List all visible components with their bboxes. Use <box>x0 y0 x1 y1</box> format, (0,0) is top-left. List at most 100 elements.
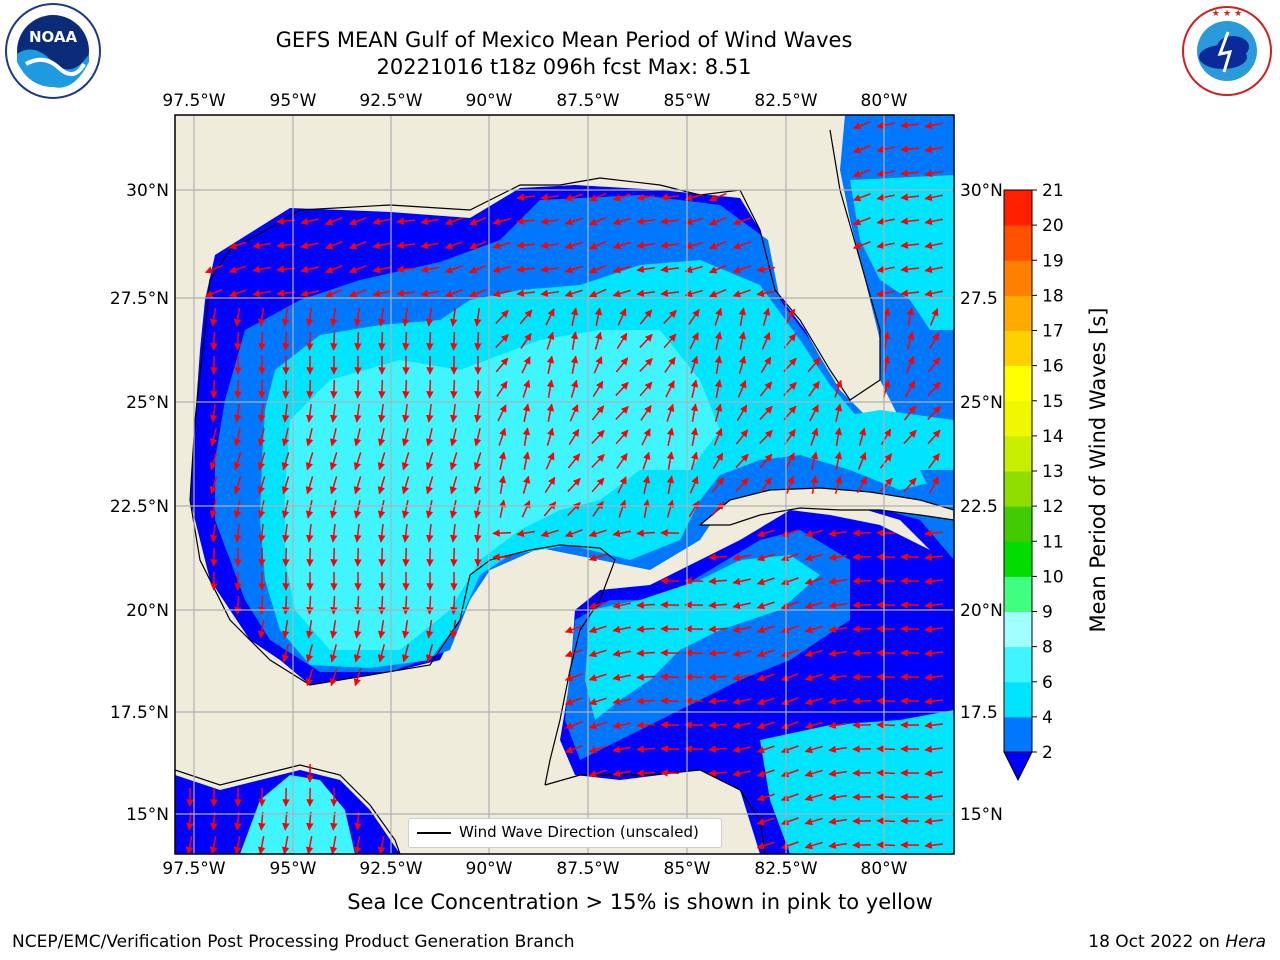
wind-wave-arrow <box>282 379 290 399</box>
wind-wave-arrow <box>257 452 266 471</box>
wind-wave-arrow <box>444 265 463 274</box>
wind-wave-arrow <box>834 403 843 422</box>
wind-wave-arrow <box>329 476 338 495</box>
wind-wave-arrow <box>714 331 723 350</box>
colorbar-segment <box>1004 225 1032 261</box>
wind-wave-arrow <box>732 697 751 706</box>
wind-wave-arrow <box>780 745 799 754</box>
wind-wave-arrow <box>924 625 944 633</box>
wind-wave-arrow <box>711 477 725 493</box>
wind-wave-arrow <box>612 529 631 538</box>
wind-wave-arrow <box>760 477 772 493</box>
wind-wave-arrow <box>426 331 434 351</box>
wind-wave-arrow <box>756 649 775 658</box>
wind-wave-arrow <box>666 427 675 446</box>
wind-wave-arrow <box>396 289 416 297</box>
wind-wave-arrow <box>735 453 749 469</box>
wind-wave-arrow <box>756 841 775 850</box>
wind-wave-arrow <box>353 668 362 687</box>
wind-wave-arrow <box>636 529 656 537</box>
wind-wave-arrow <box>906 331 915 350</box>
wind-wave-arrow <box>450 547 458 567</box>
wind-wave-arrow <box>684 217 703 226</box>
wind-wave-arrow <box>924 577 944 585</box>
wind-wave-arrow <box>924 529 944 537</box>
colorbar-tick-label: 4 <box>1042 708 1053 728</box>
wind-wave-arrow <box>564 529 583 538</box>
map-subtitle: 20221016 t18z 096h fcst Max: 8.51 <box>376 55 752 79</box>
wind-wave-arrow <box>828 793 848 802</box>
wind-wave-arrow <box>401 644 410 663</box>
wind-wave-arrow <box>377 307 386 327</box>
wind-wave-arrow <box>804 697 823 706</box>
wind-wave-arrow <box>449 452 458 471</box>
colorbar-tick-label: 9 <box>1042 603 1053 623</box>
colorbar-segment <box>1004 365 1032 402</box>
wind-wave-arrow <box>591 477 605 493</box>
wind-wave-arrow <box>306 595 314 615</box>
wind-wave-arrow <box>300 289 319 298</box>
colorbar-segment <box>1004 330 1032 367</box>
wind-wave-arrow <box>857 451 867 470</box>
wind-wave-arrow <box>904 380 916 398</box>
wind-wave-arrow <box>809 404 819 422</box>
wind-wave-arrow <box>924 841 944 849</box>
wind-wave-arrow <box>401 476 410 495</box>
wind-wave-arrow <box>785 452 795 470</box>
wind-wave-arrow <box>612 745 631 754</box>
wind-wave-arrow <box>636 649 656 657</box>
wind-wave-arrow <box>588 673 607 682</box>
colorbar-segment <box>1004 716 1032 753</box>
wind-wave-arrow <box>564 745 583 754</box>
colorbar-tick-label: 8 <box>1042 638 1053 658</box>
wind-wave-arrow <box>588 649 607 658</box>
lat-label-left: 20°N <box>126 601 169 621</box>
wind-wave-arrow <box>759 429 773 444</box>
wind-wave-arrow <box>660 697 680 705</box>
wind-wave-arrow <box>544 476 556 494</box>
colorbar-tick-label: 20 <box>1042 216 1064 236</box>
colorbar-tick-label: 21 <box>1042 181 1064 201</box>
wind-wave-arrow <box>591 405 605 421</box>
wind-wave-arrow <box>305 428 314 447</box>
wind-wave-arrow <box>927 357 941 373</box>
wind-wave-arrow <box>252 241 271 250</box>
wind-wave-arrow <box>257 836 266 854</box>
wind-wave-arrow <box>928 453 940 469</box>
wind-wave-arrow <box>876 553 896 561</box>
lat-label-right: 27.5 <box>960 289 998 309</box>
colorbar-segment <box>1004 435 1032 472</box>
wind-wave-arrow <box>636 673 656 681</box>
wind-wave-arrow <box>852 121 871 130</box>
lat-label-right: 17.5 <box>960 703 998 723</box>
wind-wave-arrow <box>210 379 218 399</box>
wind-wave-arrow <box>306 331 314 351</box>
wind-wave-arrow <box>209 476 218 495</box>
wind-wave-arrow <box>828 745 848 754</box>
wind-wave-arrow <box>329 307 338 327</box>
wind-wave-arrow <box>425 307 434 327</box>
wind-wave-arrow <box>492 265 511 274</box>
wind-wave-arrow <box>546 403 555 422</box>
wind-wave-arrow <box>732 673 751 682</box>
wind-wave-arrow <box>353 644 362 663</box>
wind-wave-arrow <box>612 721 631 730</box>
wind-wave-arrow <box>420 265 439 274</box>
wind-wave-arrow <box>209 452 218 471</box>
lon-label-top: 90°W <box>466 91 513 111</box>
wind-wave-arrow <box>474 331 482 351</box>
wind-wave-arrow <box>612 673 631 682</box>
colorbar-segment <box>1004 611 1032 648</box>
wind-wave-arrow <box>209 836 218 854</box>
wind-wave-arrow <box>495 357 509 373</box>
wind-wave-arrow <box>780 625 799 634</box>
wind-wave-arrow <box>612 697 631 706</box>
wind-wave-arrow <box>690 427 699 446</box>
wind-wave-arrow <box>804 553 823 562</box>
wind-wave-arrow <box>924 601 944 609</box>
wind-wave-arrow <box>780 769 799 778</box>
wind-wave-arrow <box>396 217 416 225</box>
wind-wave-arrow <box>834 379 843 398</box>
wind-wave-arrow <box>592 500 604 517</box>
wind-wave-arrow <box>324 240 343 250</box>
